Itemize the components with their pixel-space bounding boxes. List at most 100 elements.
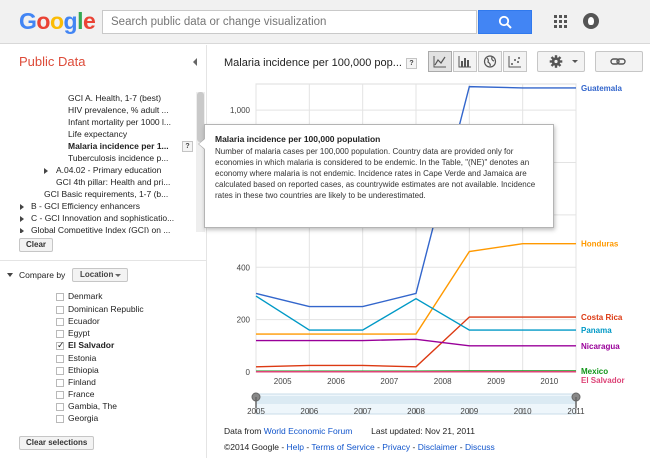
tree-item-selected[interactable]: Malaria incidence per 1... xyxy=(68,141,169,151)
tree-item[interactable]: Global Competitive Index (GCI) on ... xyxy=(31,225,171,233)
country-label: Denmark xyxy=(68,291,103,301)
link-button[interactable] xyxy=(595,51,643,72)
country-checkbox[interactable] xyxy=(56,330,64,338)
expand-arrow-icon[interactable] xyxy=(20,204,24,210)
legend-entry: Costa Rica xyxy=(581,313,623,322)
search-box xyxy=(102,10,477,34)
legend-entry: Mexico xyxy=(581,367,608,376)
timeline-label: 2006 xyxy=(300,407,318,416)
disclaimer-link[interactable]: Disclaimer xyxy=(417,442,458,452)
tooltip-body: Number of malaria cases per 100,000 popu… xyxy=(215,147,536,200)
collapse-sidebar-icon[interactable] xyxy=(193,58,197,66)
x-tick-label: 2007 xyxy=(380,377,398,386)
clear-selections-button[interactable]: Clear selections xyxy=(19,436,95,450)
expand-arrow-icon[interactable] xyxy=(20,216,24,222)
legend-entry: El Salvador xyxy=(581,376,625,385)
source-link[interactable]: World Economic Forum xyxy=(263,426,353,436)
globe-icon xyxy=(483,55,497,68)
settings-button[interactable] xyxy=(537,51,585,72)
chevron-down-icon xyxy=(572,60,578,63)
copyright: ©2014 Google xyxy=(224,442,279,452)
dataset-help-button[interactable]: ? xyxy=(182,141,193,152)
series-line-honduras xyxy=(256,243,576,335)
country-label: Gambia, The xyxy=(68,401,117,411)
account-icon[interactable] xyxy=(583,13,599,29)
tree-item[interactable]: HIV prevalence, % adult ... xyxy=(68,105,169,115)
tree-item[interactable]: Tuberculosis incidence p... xyxy=(68,153,169,163)
search-icon xyxy=(498,15,512,29)
timeline-label: 2008 xyxy=(407,407,425,416)
timeline-label: 2011 xyxy=(567,407,585,416)
tree-item[interactable]: A.04.02 - Primary education xyxy=(56,165,162,175)
tree-item[interactable]: GCI A. Health, 1-7 (best) xyxy=(68,93,162,103)
x-tick-label: 2005 xyxy=(274,377,292,386)
x-tick-label: 2006 xyxy=(327,377,345,386)
x-tick-label: 2008 xyxy=(434,377,452,386)
x-tick-label: 2009 xyxy=(487,377,505,386)
y-axis-ticks: 0 200 400 1,000 xyxy=(230,106,251,377)
search-button[interactable] xyxy=(478,10,532,34)
chart-help-button[interactable]: ? xyxy=(406,58,417,69)
tree-item[interactable]: GCI Basic requirements, 1-7 (b... xyxy=(44,189,169,199)
x-axis-ticks: 2005 2006 2007 2008 2009 2010 xyxy=(274,377,559,386)
timeline-slider: 2005 2006 2007 2008 2009 2010 2011 xyxy=(247,392,585,416)
collapse-compare-icon[interactable] xyxy=(7,273,13,277)
timeline-label: 2010 xyxy=(514,407,532,416)
compare-by-label: Compare by xyxy=(19,270,66,280)
series-line-nicaragua xyxy=(256,338,576,347)
country-checkbox[interactable] xyxy=(56,379,64,387)
help-link[interactable]: Help xyxy=(286,442,304,452)
country-label: Georgia xyxy=(68,413,99,423)
tree-scroll-thumb[interactable] xyxy=(197,92,204,142)
discuss-link[interactable]: Discuss xyxy=(464,442,495,452)
legend-entry: Panama xyxy=(581,326,612,335)
link-icon xyxy=(610,58,626,65)
google-logo[interactable]: Google xyxy=(19,8,96,34)
country-checkbox[interactable] xyxy=(56,403,64,411)
country-label: Dominican Republic xyxy=(68,304,144,314)
country-label: Ethiopia xyxy=(68,365,99,375)
search-input[interactable] xyxy=(103,11,476,33)
scatter-view-button[interactable] xyxy=(503,51,527,72)
series-line-panama xyxy=(255,295,576,331)
tree-scrollbar[interactable] xyxy=(196,92,205,232)
tooltip-title: Malaria incidence per 100,000 population xyxy=(215,134,381,144)
tree-item[interactable]: B - GCI Efficiency enhancers xyxy=(31,201,140,211)
tree-item[interactable]: Life expectancy xyxy=(68,129,128,139)
dataset-tree: GCI A. Health, 1-7 (best) HIV prevalence… xyxy=(0,91,195,233)
last-updated: Last updated: Nov 21, 2011 xyxy=(371,426,475,436)
timeline-range xyxy=(256,396,576,404)
line-chart-view-button[interactable] xyxy=(428,51,452,72)
country-checkbox[interactable] xyxy=(56,367,64,375)
tree-item[interactable]: GCI 4th pillar: Health and pri... xyxy=(56,177,171,187)
legend-entry: Honduras xyxy=(581,240,619,249)
country-checkbox[interactable] xyxy=(56,355,64,363)
dataset-tooltip: Malaria incidence per 100,000 population… xyxy=(204,124,554,228)
country-checkbox[interactable] xyxy=(56,415,64,423)
gear-icon xyxy=(549,55,578,68)
country-checkbox-checked[interactable] xyxy=(56,340,65,351)
x-tick-label: 2010 xyxy=(540,377,558,386)
terms-link[interactable]: Terms of Service xyxy=(311,442,375,452)
chart-series xyxy=(255,85,576,373)
y-tick-label: 1,000 xyxy=(230,106,251,115)
country-checkbox[interactable] xyxy=(56,391,64,399)
compare-by-dropdown[interactable]: Location xyxy=(72,268,128,282)
clear-button[interactable]: Clear xyxy=(19,238,54,252)
tree-item[interactable]: C - GCI Innovation and sophisticatio... xyxy=(31,213,175,223)
y-tick-label: 200 xyxy=(237,316,251,325)
apps-grid-icon[interactable] xyxy=(554,15,568,29)
bar-chart-view-button[interactable] xyxy=(453,51,477,72)
series-line-guatemala xyxy=(255,85,576,308)
country-checkbox[interactable] xyxy=(56,318,64,326)
privacy-link[interactable]: Privacy xyxy=(382,442,411,452)
sidebar-title: Public Data xyxy=(19,54,86,69)
sidebar-divider xyxy=(0,260,206,261)
tooltip-pointer-inner xyxy=(199,139,205,149)
map-view-button[interactable] xyxy=(478,51,502,72)
expand-arrow-icon[interactable] xyxy=(44,168,48,174)
tree-item[interactable]: Infant mortality per 1000 l... xyxy=(68,117,171,127)
expand-arrow-icon[interactable] xyxy=(20,228,24,233)
country-checkbox[interactable] xyxy=(56,306,64,314)
country-checkbox[interactable] xyxy=(56,293,64,301)
